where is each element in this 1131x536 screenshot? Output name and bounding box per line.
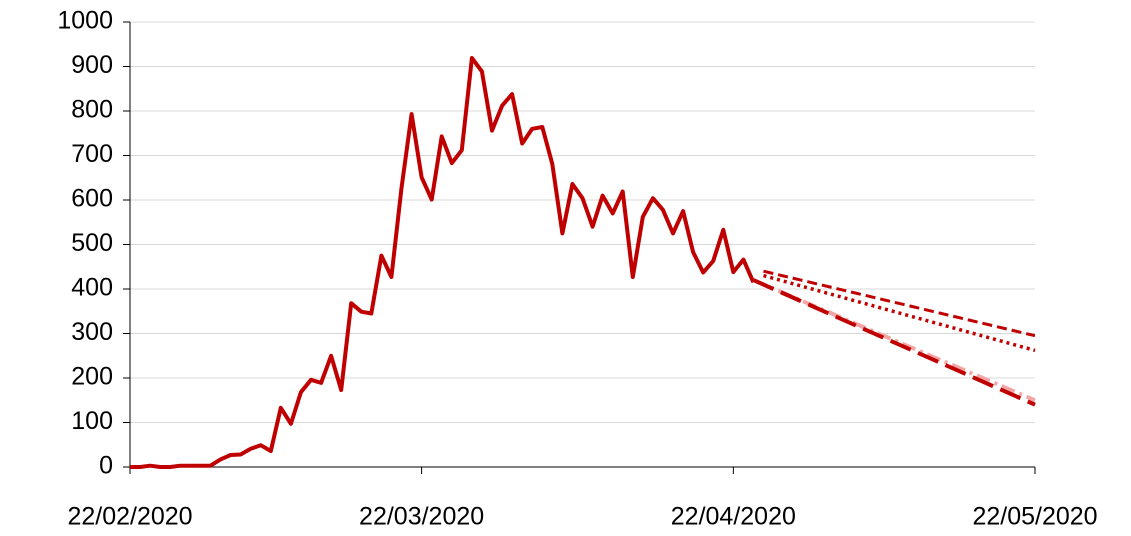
y-tick-label: 200 — [71, 363, 113, 391]
y-tick-label: 700 — [71, 140, 113, 168]
y-tick-label: 500 — [71, 229, 113, 257]
y-tick-label: 100 — [71, 407, 113, 435]
y-tick-label: 300 — [71, 318, 113, 346]
x-tick-label: 22/03/2020 — [359, 503, 484, 531]
y-tick-label: 900 — [71, 51, 113, 79]
x-tick-label: 22/05/2020 — [972, 503, 1097, 531]
y-tick-label: 800 — [71, 96, 113, 124]
series-line — [763, 273, 1036, 353]
y-tick-label: 1000 — [57, 7, 113, 35]
y-tick-label: 0 — [99, 452, 113, 480]
x-tick-label: 22/02/2020 — [67, 503, 192, 531]
series-line — [130, 56, 756, 469]
y-tick-label: 600 — [71, 185, 113, 213]
series-line — [752, 278, 1036, 403]
y-tick-label: 400 — [71, 274, 113, 302]
series-line — [752, 278, 1036, 407]
series-line — [763, 269, 1036, 338]
x-tick-label: 22/04/2020 — [671, 503, 796, 531]
